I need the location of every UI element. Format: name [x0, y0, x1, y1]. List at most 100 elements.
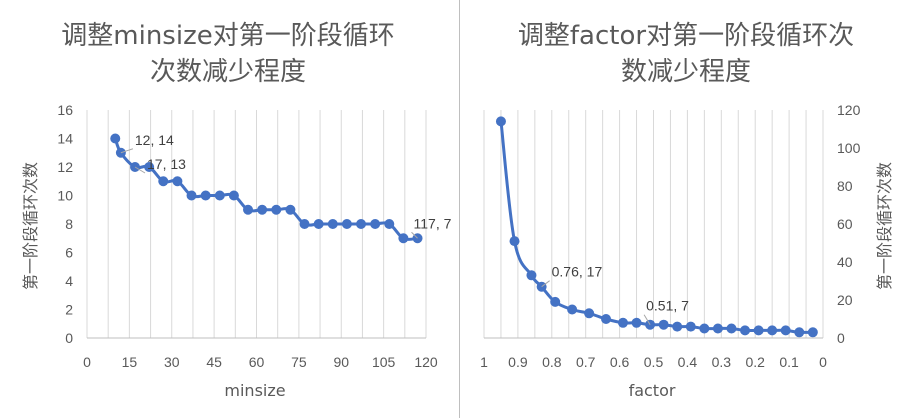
x-tick-label: 45 [206, 354, 222, 370]
data-point [726, 323, 737, 334]
x-tick-label: 0 [819, 354, 827, 370]
plot-area [110, 133, 423, 244]
y-tick-labels: 0 20 40 60 80 100 120 [837, 102, 861, 346]
data-point [658, 319, 669, 330]
data-point [299, 219, 310, 229]
x-tick-label: 1 [480, 354, 488, 370]
data-point [526, 270, 537, 281]
x-tick-label: 0.5 [644, 354, 664, 370]
y-tick-label: 60 [837, 216, 853, 232]
data-point [398, 233, 409, 244]
x-tick-label: 0.3 [712, 354, 732, 370]
y-tick-label: 0 [837, 330, 845, 346]
label-leader-line [643, 314, 651, 325]
data-point [509, 236, 520, 247]
y-tick-label: 4 [65, 273, 73, 289]
y-tick-label: 16 [57, 102, 73, 118]
data-point [712, 323, 723, 334]
chart-title-line2: 次数减少程度 [150, 57, 306, 87]
x-tick-label: 0.1 [779, 354, 799, 370]
y-axis-label: 第一阶段循环次数 [875, 162, 894, 290]
data-point [144, 162, 155, 172]
y-tick-label: 2 [65, 302, 73, 318]
factor-chart: 调整factor对第一阶段循环次 数减少程度 0 20 40 60 80 100 120 1… [480, 21, 894, 400]
y-tick-label: 20 [837, 292, 853, 308]
grid-lines [483, 110, 824, 338]
minsize-chart: 调整minsize对第一阶段循环 次数减少程度 0 2 4 6 8 10 12 14 16 0 1… [21, 21, 452, 400]
data-point [753, 325, 764, 336]
x-tick-label: 30 [164, 354, 180, 370]
x-tick-label: 120 [414, 354, 438, 370]
chart-title-line2: 数减少程度 [621, 57, 751, 87]
x-axis-label: factor [629, 381, 676, 400]
data-label: 117, 7 [414, 215, 452, 231]
data-point [228, 190, 239, 201]
data-point [740, 325, 751, 336]
data-point [672, 321, 683, 332]
data-point [110, 133, 121, 144]
label-leader-line [134, 166, 146, 174]
y-tick-label: 0 [65, 330, 73, 346]
label-leader-line [541, 280, 550, 288]
x-tick-label: 0.7 [576, 354, 596, 370]
data-point [356, 219, 367, 229]
data-point [384, 219, 395, 229]
data-point [685, 321, 696, 332]
x-tick-label: 15 [122, 354, 138, 370]
data-point [617, 317, 628, 328]
x-tick-label: 0.2 [745, 354, 765, 370]
data-point [172, 176, 183, 187]
x-tick-label: 105 [372, 354, 396, 370]
y-tick-label: 120 [837, 102, 861, 118]
data-point [699, 323, 710, 334]
data-point [767, 325, 778, 336]
y-tick-label: 14 [57, 131, 73, 147]
x-tick-label: 60 [249, 354, 265, 370]
data-point [550, 296, 561, 307]
x-tick-label: 90 [333, 354, 349, 370]
x-tick-labels: 1 0.9 0.8 0.7 0.6 0.5 0.4 0.3 0.2 0.1 0 [480, 354, 827, 370]
y-tick-labels: 0 2 4 6 8 10 12 14 16 [57, 102, 73, 346]
data-point [327, 219, 338, 229]
data-point [584, 308, 595, 319]
x-tick-label: 0.8 [542, 354, 562, 370]
data-point [567, 304, 578, 315]
y-tick-label: 8 [65, 216, 73, 232]
data-point [257, 204, 268, 215]
data-labels: 0.76, 17 0.51, 7 [541, 264, 689, 325]
y-tick-label: 40 [837, 254, 853, 270]
data-point [631, 317, 642, 328]
data-point [370, 219, 381, 229]
x-axis-label: minsize [224, 381, 285, 400]
y-tick-label: 100 [837, 140, 861, 156]
data-label: 0.76, 17 [552, 264, 603, 280]
y-tick-label: 12 [57, 159, 73, 175]
plot-area [495, 116, 818, 338]
data-point [186, 190, 197, 201]
data-point [794, 327, 805, 338]
data-point [158, 176, 169, 187]
x-tick-label: 0.4 [678, 354, 698, 370]
x-tick-label: 0.6 [610, 354, 630, 370]
data-point [341, 219, 352, 229]
y-axis-label: 第一阶段循环次数 [21, 162, 40, 290]
x-tick-label: 75 [291, 354, 307, 370]
data-point [214, 190, 225, 201]
x-tick-label: 0 [83, 354, 91, 370]
x-tick-labels: 0 15 30 45 60 75 90 105 120 [83, 354, 438, 370]
panel-divider [459, 0, 460, 418]
data-point [780, 325, 791, 336]
data-point [807, 327, 818, 338]
chart-title-line1: 调整minsize对第一阶段循环 [61, 21, 394, 51]
data-point [495, 116, 506, 127]
label-leader-line [120, 148, 134, 154]
data-labels: 12, 14 17, 13 117, 7 [120, 132, 452, 239]
data-point [271, 204, 282, 215]
data-point [313, 219, 324, 229]
x-tick-label: 0.9 [508, 354, 528, 370]
data-label: 17, 13 [147, 156, 186, 172]
data-point [601, 314, 612, 324]
y-tick-label: 10 [57, 188, 73, 204]
y-tick-label: 6 [65, 245, 73, 261]
